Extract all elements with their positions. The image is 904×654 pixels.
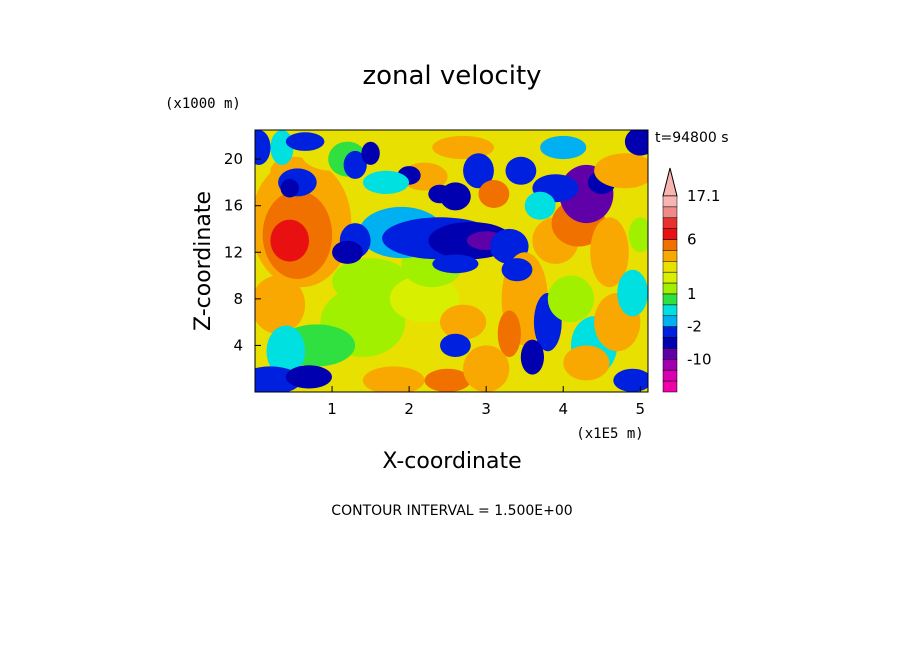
colorbar-segment: [662, 315, 678, 327]
field-blob: [362, 366, 425, 392]
colorbar-label: 1: [687, 285, 697, 303]
velocity-field: [255, 130, 648, 392]
field-blob: [590, 217, 629, 288]
colorbar-segment: [662, 228, 678, 240]
x-scale-label: (x1E5 m): [576, 426, 643, 442]
y-tick-label: 20: [224, 150, 243, 168]
field-blob: [440, 182, 471, 211]
field-blob: [362, 170, 410, 194]
colorbar-segment: [662, 271, 678, 284]
colorbar-segment: [662, 359, 678, 371]
x-tick-label: 5: [636, 400, 646, 418]
colorbar-segment: [662, 293, 678, 306]
y-axis-ticks: 4 8 12 16 20: [224, 150, 261, 354]
colorbar-segment: [662, 239, 678, 251]
y-axis-label: Z-coordinate: [191, 191, 216, 331]
field-blob: [343, 150, 367, 179]
field-blob: [332, 240, 363, 264]
x-tick-label: 2: [404, 400, 414, 418]
field-blob: [617, 269, 648, 317]
field-blob: [270, 219, 310, 262]
colorbar-arrow: [662, 167, 678, 197]
colorbar-label: -2: [687, 318, 702, 336]
field-blob: [332, 258, 410, 305]
colorbar: [662, 167, 678, 393]
colorbar-segment: [662, 326, 678, 338]
field-blob: [432, 254, 479, 274]
x-axis-ticks: 1 2 3 4 5: [327, 386, 645, 418]
colorbar-label: 17.1: [687, 187, 720, 205]
colorbar-segment: [662, 195, 678, 208]
field-blob: [440, 333, 471, 357]
field-blob: [424, 368, 471, 392]
field-blob: [432, 135, 494, 160]
field-blob: [520, 339, 545, 375]
field-blob: [478, 180, 510, 208]
field-blob: [285, 365, 332, 389]
field-blob: [497, 310, 521, 358]
contour-interval-label: CONTOUR INTERVAL = 1.500E+00: [331, 503, 572, 519]
z-scale-label: (x1000 m): [165, 96, 241, 112]
x-tick-label: 1: [327, 400, 337, 418]
field-blob: [563, 345, 610, 381]
colorbar-segment: [662, 369, 678, 382]
field-blob: [389, 275, 460, 323]
colorbar-segment: [662, 250, 678, 262]
colorbar-segment: [662, 380, 678, 393]
colorbar-segment: [662, 348, 678, 360]
field-blob: [361, 141, 380, 165]
field-blob: [440, 304, 487, 340]
field-blob: [285, 132, 325, 151]
field-blob: [255, 130, 271, 165]
field-blob: [594, 153, 648, 189]
field-blob: [624, 130, 648, 156]
plot-frame: [254, 129, 649, 393]
field-blob: [540, 135, 587, 160]
colorbar-labels: 17.1 6 1 -2 -10: [687, 187, 720, 368]
colorbar-segment: [662, 337, 678, 349]
y-tick-label: 4: [233, 336, 243, 354]
field-blob: [505, 156, 537, 185]
field-blob: [280, 178, 299, 198]
field-blob: [501, 258, 533, 282]
colorbar-segment: [662, 217, 678, 229]
colorbar-segment: [662, 206, 678, 219]
colorbar-segment: [662, 282, 678, 295]
colorbar-label: -10: [687, 350, 712, 368]
y-tick-label: 16: [224, 197, 243, 215]
x-tick-label: 3: [481, 400, 491, 418]
plot-area: [254, 129, 649, 393]
colorbar-segment: [662, 261, 678, 273]
colorbar-segment: [662, 304, 678, 317]
field-blob: [463, 153, 494, 189]
field-blob: [524, 191, 556, 220]
chart-title: zonal velocity: [362, 61, 541, 91]
field-blob: [613, 368, 648, 392]
field-blob: [266, 325, 306, 377]
field-blob: [270, 130, 294, 165]
field-blob: [255, 275, 306, 334]
colorbar-label: 6: [687, 231, 697, 249]
y-tick-label: 12: [224, 243, 243, 261]
x-axis-label: X-coordinate: [382, 449, 521, 474]
x-tick-label: 4: [558, 400, 568, 418]
field-blob: [463, 345, 510, 392]
field-blob: [547, 275, 595, 323]
time-label: t=94800 s: [655, 130, 729, 146]
y-tick-label: 8: [233, 290, 243, 308]
field-blob: [628, 217, 648, 253]
